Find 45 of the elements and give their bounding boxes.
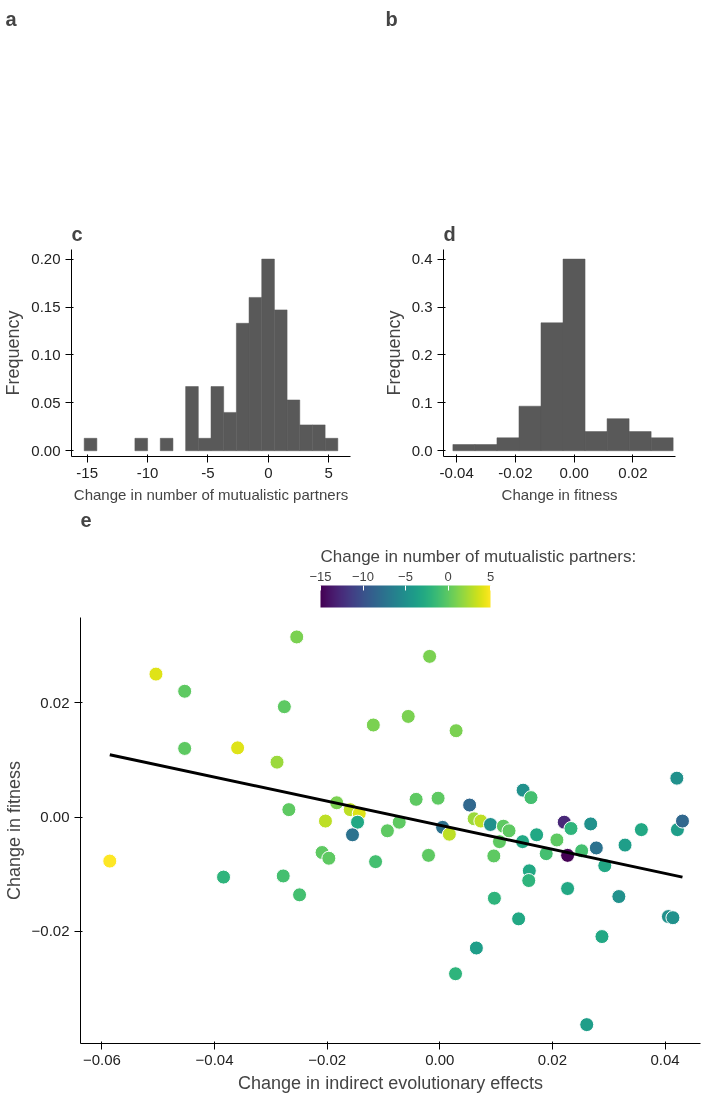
x-axis-title: Change in number of mutualistic partners [73, 485, 349, 503]
y-tick-label: −0.02 [31, 922, 70, 940]
y-tick-label: 0.3 [411, 298, 433, 315]
x-axis-title: Change in fitness [501, 485, 618, 503]
x-tick-label: -0.02 [498, 463, 533, 481]
y-axis-title: Frequency [383, 310, 404, 396]
x-tick-label: −0.04 [195, 1050, 234, 1068]
x-tick-label: 0.02 [618, 463, 648, 481]
y-tick-label: 0.15 [31, 298, 61, 315]
color-bar-label: −10 [351, 568, 375, 584]
text: a [5, 7, 18, 30]
y-axis-title: Frequency [3, 310, 24, 396]
x-axis-title: Change in indirect evolutionary effects [238, 1072, 543, 1093]
y-tick-label: 0.0 [411, 441, 433, 459]
color-bar-label: −15 [309, 568, 332, 584]
x-tick-label: 0.04 [650, 1050, 680, 1068]
x-tick-label: 0.00 [559, 463, 589, 481]
x-tick-label: −0.06 [82, 1050, 121, 1068]
y-tick-label: 0.1 [411, 393, 433, 411]
x-tick-label: -10 [136, 463, 159, 481]
color-bar-label: 5 [486, 568, 495, 584]
y-tick-label: 0.4 [411, 250, 433, 268]
x-tick-label: -0.04 [439, 463, 474, 481]
y-tick-label: 0.05 [31, 393, 61, 411]
chart-title: e [80, 508, 92, 531]
y-tick-label: 0.20 [31, 250, 61, 268]
chart-title: d [443, 222, 456, 245]
x-tick-label: 5 [324, 463, 333, 481]
color-bar-label: −5 [398, 568, 413, 584]
x-tick-label: -15 [76, 463, 99, 481]
y-tick-label: 0.00 [40, 808, 70, 826]
x-tick-label: 0.02 [537, 1050, 567, 1068]
y-axis-title: Change in fitness [3, 760, 24, 901]
color-bar-title: Change in number of mutualistic partners: [320, 546, 637, 566]
x-tick-label: −0.02 [308, 1050, 347, 1068]
y-tick-label: 0.00 [31, 441, 61, 459]
y-tick-label: 0.2 [411, 345, 433, 363]
text: b [385, 7, 398, 30]
x-tick-label: -5 [201, 463, 215, 481]
color-bar-label: 0 [444, 568, 452, 584]
chart-title: c [71, 222, 83, 245]
x-tick-label: 0 [264, 463, 273, 481]
y-tick-label: 0.02 [40, 693, 70, 711]
y-tick-label: 0.10 [31, 345, 61, 363]
x-tick-label: 0.00 [425, 1050, 455, 1068]
